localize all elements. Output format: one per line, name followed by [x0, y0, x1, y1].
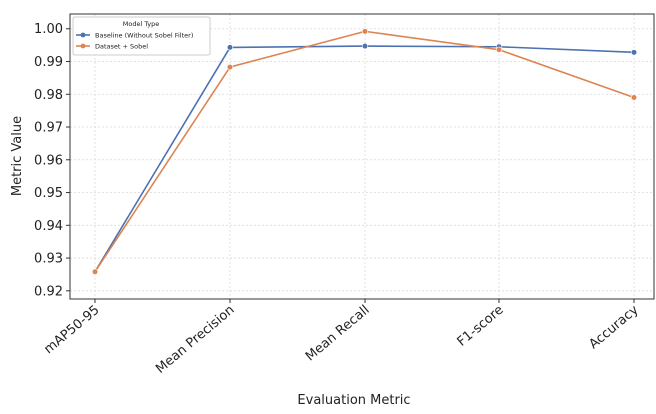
- legend-marker-2: [80, 43, 86, 49]
- x-tick-label: Accuracy: [586, 302, 641, 352]
- legend: Model Type Baseline (Without Sobel Filte…: [72, 16, 211, 56]
- data-point: [361, 28, 369, 35]
- data-point: [91, 268, 99, 275]
- series-line-2: [94, 30, 635, 273]
- legend-label-2: Dataset + Sobel: [95, 42, 148, 50]
- legend-box: [72, 16, 211, 56]
- x-axis-label: Evaluation Metric: [297, 393, 410, 408]
- series-lines: [91, 28, 638, 275]
- y-tick-label: 1.00: [34, 22, 63, 37]
- data-point: [630, 94, 638, 101]
- data-point: [630, 49, 638, 56]
- plot-frame: [69, 13, 655, 300]
- y-tick-label: 0.92: [34, 284, 63, 299]
- y-axis: 0.92 0.93 0.94 0.95 0.96 0.97 0.98 0.99 1.00: [34, 22, 70, 299]
- x-tick-label: Mean Recall: [303, 303, 373, 365]
- data-point: [361, 43, 369, 50]
- series-line-1: [94, 45, 635, 273]
- legend-label-1: Baseline (Without Sobel Filter): [95, 31, 193, 39]
- y-tick-label: 0.95: [34, 186, 63, 201]
- x-tick-label: F1-score: [455, 303, 507, 350]
- grid-lines: [70, 14, 654, 299]
- x-tick-label: mAP50-95: [41, 303, 102, 358]
- data-point: [226, 44, 234, 51]
- data-point: [495, 46, 503, 53]
- y-tick-label: 0.94: [34, 219, 63, 234]
- y-tick-label: 0.97: [34, 121, 63, 136]
- y-axis-label: Metric Value: [10, 116, 25, 196]
- y-tick-label: 0.96: [34, 153, 63, 168]
- y-tick-label: 0.98: [34, 88, 63, 103]
- y-tick-label: 0.93: [34, 252, 63, 267]
- legend-title: Model Type: [123, 20, 160, 28]
- x-axis: mAP50-95 Mean Precision Mean Recall F1-scor…: [41, 299, 642, 377]
- x-tick-label: Mean Precision: [153, 303, 237, 377]
- data-point: [226, 63, 234, 71]
- y-tick-label: 0.99: [34, 55, 63, 70]
- legend-marker-1: [80, 32, 86, 38]
